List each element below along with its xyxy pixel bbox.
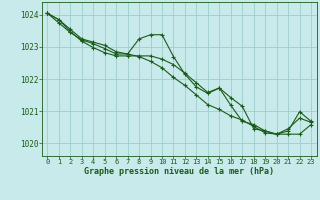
X-axis label: Graphe pression niveau de la mer (hPa): Graphe pression niveau de la mer (hPa) [84, 167, 274, 176]
